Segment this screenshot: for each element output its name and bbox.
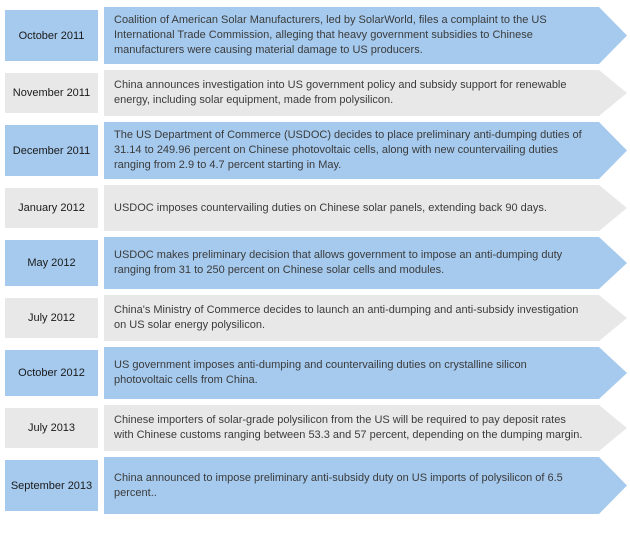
date-label: July 2012 <box>5 298 98 338</box>
timeline-row: October 2011 Coalition of American Solar… <box>5 7 630 64</box>
timeline-arrow: US government imposes anti-dumping and c… <box>104 347 627 399</box>
timeline-row: November 2011 China announces investigat… <box>5 70 630 116</box>
timeline-arrow: USDOC imposes countervailing duties on C… <box>104 185 627 231</box>
event-text: The US Department of Commerce (USDOC) de… <box>114 129 582 171</box>
event-text: China announces investigation into US go… <box>114 79 567 106</box>
timeline-row: September 2013 China announced to impose… <box>5 457 630 514</box>
date-label: November 2011 <box>5 73 98 113</box>
date-label: January 2012 <box>5 188 98 228</box>
timeline-arrow: Coalition of American Solar Manufacturer… <box>104 7 627 64</box>
date-label: October 2011 <box>5 10 98 61</box>
timeline-row: October 2012 US government imposes anti-… <box>5 347 630 399</box>
timeline-row: December 2011 The US Department of Comme… <box>5 122 630 179</box>
date-label: December 2011 <box>5 125 98 176</box>
timeline-arrow: Chinese importers of solar-grade polysil… <box>104 405 627 451</box>
event-text: China's Ministry of Commerce decides to … <box>114 304 579 331</box>
event-text: Chinese importers of solar-grade polysil… <box>114 414 583 441</box>
timeline-row: May 2012 USDOC makes preliminary decisio… <box>5 237 630 289</box>
date-label: July 2013 <box>5 408 98 448</box>
timeline-arrow: China's Ministry of Commerce decides to … <box>104 295 627 341</box>
event-text: USDOC makes preliminary decision that al… <box>114 249 563 276</box>
date-label: October 2012 <box>5 350 98 396</box>
timeline-row: July 2013 Chinese importers of solar-gra… <box>5 405 630 451</box>
date-label: September 2013 <box>5 460 98 511</box>
event-text: USDOC imposes countervailing duties on C… <box>114 201 547 214</box>
date-label: May 2012 <box>5 240 98 286</box>
timeline-arrow: USDOC makes preliminary decision that al… <box>104 237 627 289</box>
event-text: China announced to impose preliminary an… <box>114 471 563 499</box>
timeline-arrow: The US Department of Commerce (USDOC) de… <box>104 122 627 179</box>
timeline-row: January 2012 USDOC imposes countervailin… <box>5 185 630 231</box>
timeline-arrow: China announces investigation into US go… <box>104 70 627 116</box>
timeline-row: July 2012 China's Ministry of Commerce d… <box>5 295 630 341</box>
event-text: US government imposes anti-dumping and c… <box>114 359 527 386</box>
timeline-arrow: China announced to impose preliminary an… <box>104 457 627 514</box>
event-text: Coalition of American Solar Manufacturer… <box>114 14 547 56</box>
